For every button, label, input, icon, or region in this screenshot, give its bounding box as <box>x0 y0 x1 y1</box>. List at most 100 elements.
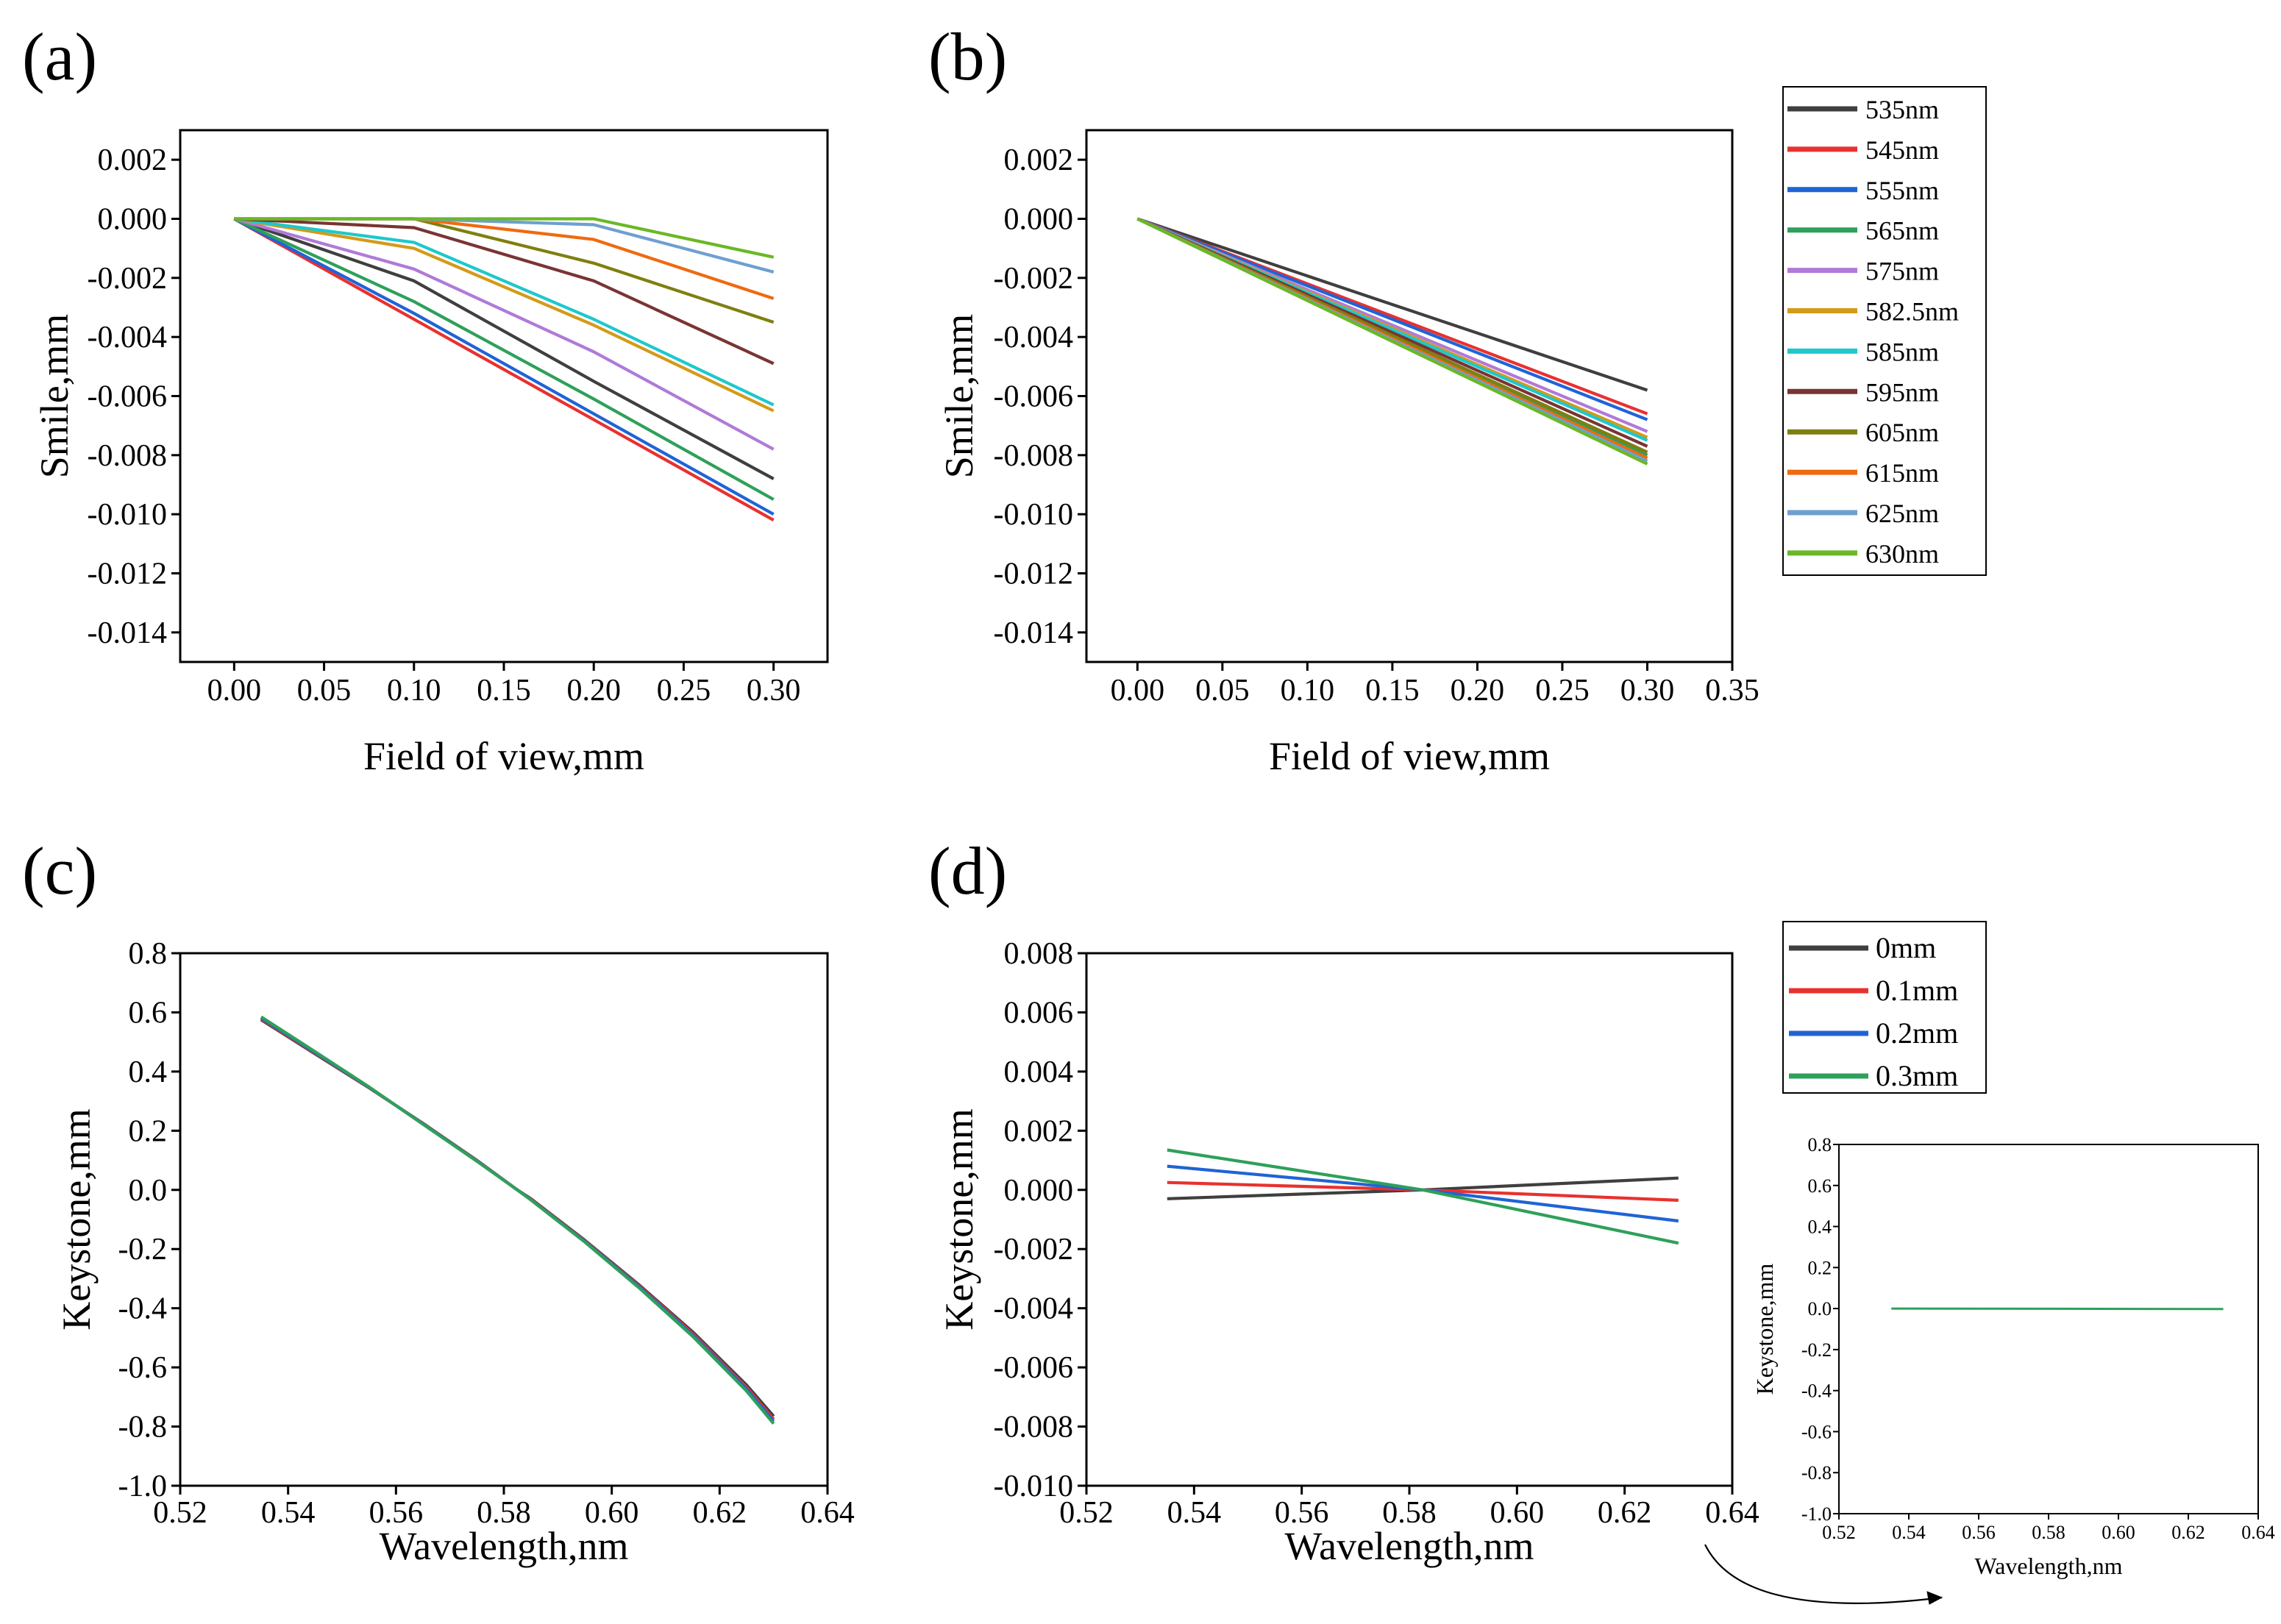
y-tick-label: 0.8 <box>129 937 168 971</box>
inset-arrow <box>1704 1544 1943 1605</box>
y-tick-label: -0.8 <box>118 1411 168 1445</box>
y-tick-label: -0.2 <box>1801 1339 1832 1361</box>
y-tick-label: 0.002 <box>1004 143 1074 177</box>
y-tick-label: 0.008 <box>1004 937 1074 971</box>
y-axis-label: Smile,mm <box>32 314 76 479</box>
legend-label: 595nm <box>1865 377 1939 407</box>
y-tick-label: -0.010 <box>994 498 1074 532</box>
y-tick-label: -0.006 <box>88 380 168 414</box>
series-line-535nm <box>1136 217 1648 392</box>
y-tick-label: -0.006 <box>994 1351 1074 1385</box>
plot-frame <box>1838 1144 2259 1514</box>
x-tick-label: 0.58 <box>477 1496 531 1530</box>
y-tick-label: -0.008 <box>994 1411 1074 1445</box>
y-tick-label: -0.002 <box>994 262 1074 296</box>
y-tick-label: 0.2 <box>129 1114 168 1148</box>
legend-label: 535nm <box>1865 95 1939 124</box>
panel-label: (d) <box>928 833 1007 908</box>
x-tick-label: 0.64 <box>2241 1522 2275 1543</box>
panel-label: (a) <box>22 19 97 94</box>
series-line-535nm <box>233 217 775 480</box>
y-tick-label: -0.012 <box>88 558 168 591</box>
y-axis-label: Keystone,mm <box>1751 1264 1778 1395</box>
x-tick-label: 0.25 <box>1535 674 1590 708</box>
y-tick-label: -0.002 <box>88 262 168 296</box>
x-tick-label: 0.58 <box>2032 1522 2065 1543</box>
y-tick-label: -0.008 <box>994 439 1074 473</box>
x-tick-label: 0.35 <box>1705 674 1759 708</box>
y-tick-label: -0.004 <box>994 321 1074 355</box>
x-tick-label: 0.25 <box>657 674 711 708</box>
series-line-565nm <box>233 217 775 501</box>
x-tick-label: 0.56 <box>369 1496 424 1530</box>
x-tick-label: 0.00 <box>207 674 262 708</box>
x-tick-label: 0.20 <box>566 674 621 708</box>
y-axis-label: Smile,mm <box>937 314 981 479</box>
legend-label: 585nm <box>1865 337 1939 366</box>
y-tick-label: 0.4 <box>1808 1217 1832 1238</box>
y-tick-label: 0.002 <box>1004 1114 1074 1148</box>
y-tick-label: -0.004 <box>88 321 168 355</box>
x-axis-label: Field of view,mm <box>363 734 644 778</box>
x-tick-label: 0.10 <box>387 674 441 708</box>
chart-d: (d)0.52 0.54 0.56 0.58 0.60 0.62 0.640.0080.00… <box>928 833 1987 1568</box>
panel-label: (b) <box>928 19 1007 94</box>
y-tick-label: 0.6 <box>1808 1175 1832 1197</box>
arrowhead-icon <box>1926 1591 1943 1605</box>
y-tick-label: -0.010 <box>994 1470 1074 1503</box>
series-line-0.3mm <box>1891 1307 2224 1311</box>
x-tick-label: 0.62 <box>693 1496 747 1530</box>
legend-label: 625nm <box>1865 499 1939 528</box>
y-tick-label: -0.006 <box>994 380 1074 414</box>
plot-frame <box>179 952 829 1487</box>
x-tick-label: 0.54 <box>1167 1496 1222 1530</box>
series-line-630nm <box>234 217 775 259</box>
legend-box <box>1782 86 1987 576</box>
y-axis-label: Keystone,mm <box>54 1108 99 1330</box>
x-tick-label: 0.52 <box>153 1496 207 1530</box>
y-tick-label: -0.004 <box>994 1292 1074 1326</box>
y-tick-label: 0.000 <box>1004 203 1074 237</box>
inset-arrow-curve <box>1704 1544 1943 1604</box>
y-tick-label: -0.010 <box>88 498 168 532</box>
legend-label: 0.3mm <box>1876 1059 1958 1092</box>
x-tick-label: 0.00 <box>1111 674 1165 708</box>
y-tick-label: 0.6 <box>129 996 168 1030</box>
y-tick-label: -0.4 <box>1801 1381 1832 1402</box>
chart-b: (b) 0.00 0.05 0.10 0.15 0.20 0.25 0.30 0.35 0.002… <box>928 19 1987 778</box>
x-axis-label: Wavelength,nm <box>1284 1524 1534 1568</box>
x-tick-label: 0.15 <box>1365 674 1420 708</box>
x-tick-label: 0.15 <box>477 674 531 708</box>
series-line-0.1mm <box>260 1017 775 1420</box>
y-tick-label: 0.002 <box>98 143 168 177</box>
x-tick-label: 0.64 <box>800 1496 855 1530</box>
series-line-630nm <box>1136 217 1648 466</box>
series-line-0.2mm <box>260 1016 775 1422</box>
x-tick-label: 0.62 <box>1598 1496 1652 1530</box>
legend-label: 555nm <box>1865 176 1939 205</box>
legend-label: 575nm <box>1865 257 1939 286</box>
x-tick-label: 0.20 <box>1451 674 1505 708</box>
y-tick-label: -0.014 <box>994 616 1074 650</box>
plot-frame <box>179 129 829 663</box>
chart-a: (a) 0.00 0.05 0.10 0.15 0.20 0.25 0.30 0.002 0.00… <box>22 19 829 778</box>
y-tick-label: 0.006 <box>1004 996 1074 1030</box>
chart-d_inset: 0.52 0.54 0.56 0.58 0.60 0.62 0.64 0.8 0.6 0.4 0.2… <box>1751 1134 2275 1579</box>
y-tick-label: -0.012 <box>994 558 1074 591</box>
x-axis-label: Wavelength,nm <box>379 1524 628 1568</box>
series-line-0.3mm <box>1167 1148 1679 1245</box>
x-axis-label: Field of view,mm <box>1269 734 1550 778</box>
y-axis-label: Keystone,mm <box>937 1108 981 1330</box>
chart-c: (c) 0.52 0.54 0.56 0.58 0.60 0.62 0.64 0.8 0.6 0.4… <box>22 833 855 1568</box>
legend-label: 0.2mm <box>1876 1016 1958 1050</box>
legend-label: 0.1mm <box>1876 974 1958 1007</box>
x-tick-label: 0.58 <box>1382 1496 1437 1530</box>
panel-label: (c) <box>22 833 97 908</box>
series-line-582.5nm <box>233 217 775 413</box>
y-tick-label: -0.6 <box>1801 1421 1832 1442</box>
legend-label: 565nm <box>1865 216 1939 246</box>
legend: 0mm 0.1mm 0.2mm 0.3mm <box>1782 921 1987 1094</box>
series-line-555nm <box>233 217 775 516</box>
y-tick-label: -0.8 <box>1801 1462 1832 1484</box>
x-tick-label: 0.62 <box>2171 1522 2205 1543</box>
